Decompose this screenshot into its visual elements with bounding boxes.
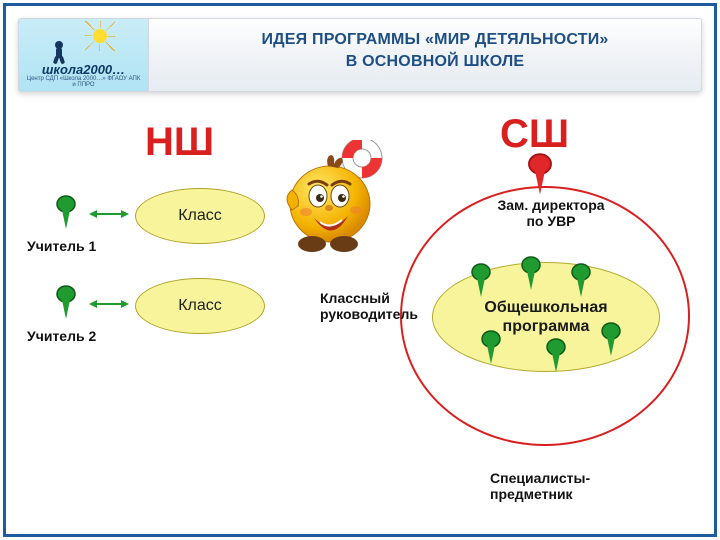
sun-icon <box>89 25 111 47</box>
program-pin-4 <box>480 330 502 366</box>
slide-title: ИДЕЯ ПРОГРАММЫ «МИР ДЕТЯЛЬНОСТИ» В ОСНОВ… <box>189 29 681 72</box>
zam-pin <box>526 153 554 197</box>
program-pin-6 <box>600 322 622 358</box>
header-bar: школа2000… Центр СДП «Школа 2000…» ФГАОУ… <box>18 18 702 92</box>
program-pin-3 <box>570 263 592 299</box>
mascot-icon <box>278 140 398 260</box>
role-klr: Классный руководитель <box>320 290 410 322</box>
double-arrow-1 <box>89 207 129 221</box>
brand-logo: школа2000… Центр СДП «Школа 2000…» ФГАОУ… <box>19 19 149 91</box>
slide-title-line1: ИДЕЯ ПРОГРАММЫ «МИР ДЕТЯЛЬНОСТИ» <box>189 29 681 51</box>
heading-ssh: СШ <box>500 112 569 157</box>
teacher-label-1: Учитель 1 <box>27 238 96 254</box>
role-spec: Специалисты-предметник <box>490 470 620 502</box>
class-oval-2: Класс <box>135 278 265 334</box>
heading-nsh: НШ <box>145 120 214 165</box>
slide-title-line2: В ОСНОВНОЙ ШКОЛЕ <box>189 51 681 73</box>
teacher-label-2: Учитель 2 <box>27 328 96 344</box>
kid-icon <box>51 41 65 63</box>
double-arrow-2 <box>89 297 129 311</box>
program-pin-5 <box>545 338 567 374</box>
brand-name: школа2000… <box>25 62 142 77</box>
program-pin-2 <box>520 256 542 292</box>
teacher-pin-1 <box>55 195 77 231</box>
class-oval-1: Класс <box>135 188 265 244</box>
teacher-pin-2 <box>55 285 77 321</box>
brand-tagline: Центр СДП «Школа 2000…» ФГАОУ АПК и ППРО <box>25 76 142 88</box>
program-pin-1 <box>470 263 492 299</box>
role-zam: Зам. директора по УВР <box>496 197 606 229</box>
